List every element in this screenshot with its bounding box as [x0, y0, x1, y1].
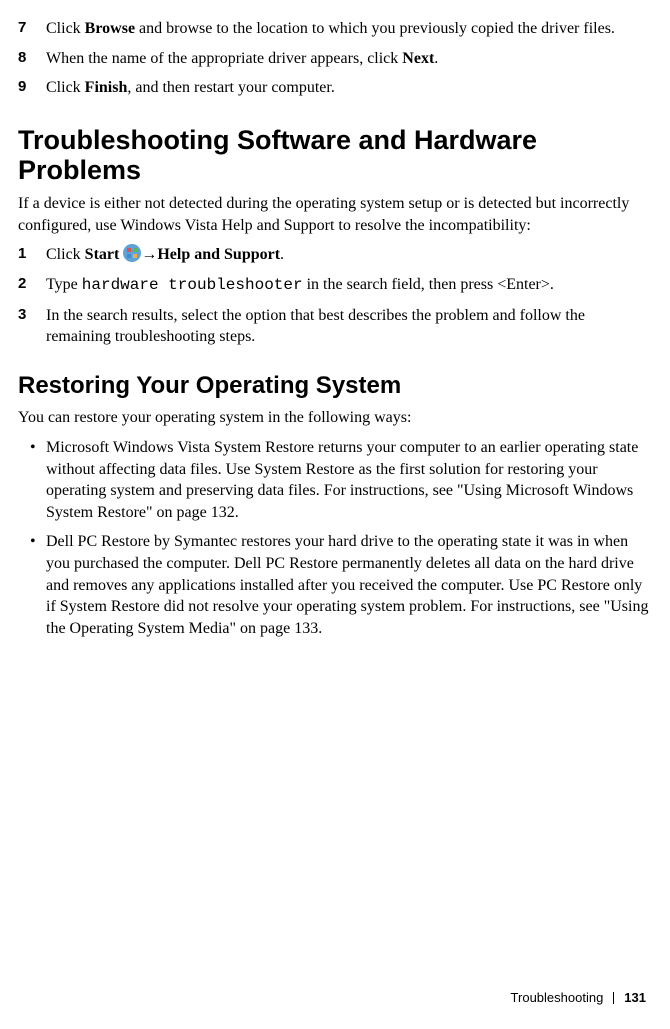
step-8: 8 When the name of the appropriate drive…: [18, 48, 652, 70]
step-number: 2: [18, 274, 46, 297]
step-text: When the name of the appropriate driver …: [46, 48, 652, 70]
step-list-mid: 1 Click Start →Help and Support. 2 Type …: [18, 244, 652, 347]
windows-start-icon: [123, 244, 141, 262]
bullet-list: • Microsoft Windows Vista System Restore…: [18, 437, 652, 639]
footer-divider: [613, 992, 614, 1004]
step-2: 2 Type hardware troubleshooter in the se…: [18, 274, 652, 297]
step-text: In the search results, select the option…: [46, 305, 652, 348]
step-9: 9 Click Finish, and then restart your co…: [18, 77, 652, 99]
step-text: Click Browse and browse to the location …: [46, 18, 652, 40]
footer-page-number: 131: [624, 989, 646, 1007]
page-footer: Troubleshooting 131: [511, 989, 646, 1007]
bullet-text: Dell PC Restore by Symantec restores you…: [46, 531, 652, 639]
step-3: 3 In the search results, select the opti…: [18, 305, 652, 348]
step-1: 1 Click Start →Help and Support.: [18, 244, 652, 266]
step-text: Click Start →Help and Support.: [46, 244, 652, 266]
intro-paragraph: If a device is either not detected durin…: [18, 193, 652, 236]
step-7: 7 Click Browse and browse to the locatio…: [18, 18, 652, 40]
footer-section: Troubleshooting: [511, 989, 604, 1007]
heading-restoring: Restoring Your Operating System: [18, 372, 652, 400]
bullet-marker: •: [18, 437, 46, 523]
intro-paragraph-2: You can restore your operating system in…: [18, 407, 652, 429]
bullet-text: Microsoft Windows Vista System Restore r…: [46, 437, 652, 523]
bullet-item: • Dell PC Restore by Symantec restores y…: [18, 531, 652, 639]
bullet-item: • Microsoft Windows Vista System Restore…: [18, 437, 652, 523]
heading-troubleshooting: Troubleshooting Software and Hardware Pr…: [18, 125, 652, 185]
bullet-marker: •: [18, 531, 46, 639]
step-text: Type hardware troubleshooter in the sear…: [46, 274, 652, 297]
step-list-top: 7 Click Browse and browse to the locatio…: [18, 18, 652, 99]
step-number: 1: [18, 244, 46, 266]
step-number: 3: [18, 305, 46, 348]
step-number: 9: [18, 77, 46, 99]
step-number: 8: [18, 48, 46, 70]
step-number: 7: [18, 18, 46, 40]
step-text: Click Finish, and then restart your comp…: [46, 77, 652, 99]
